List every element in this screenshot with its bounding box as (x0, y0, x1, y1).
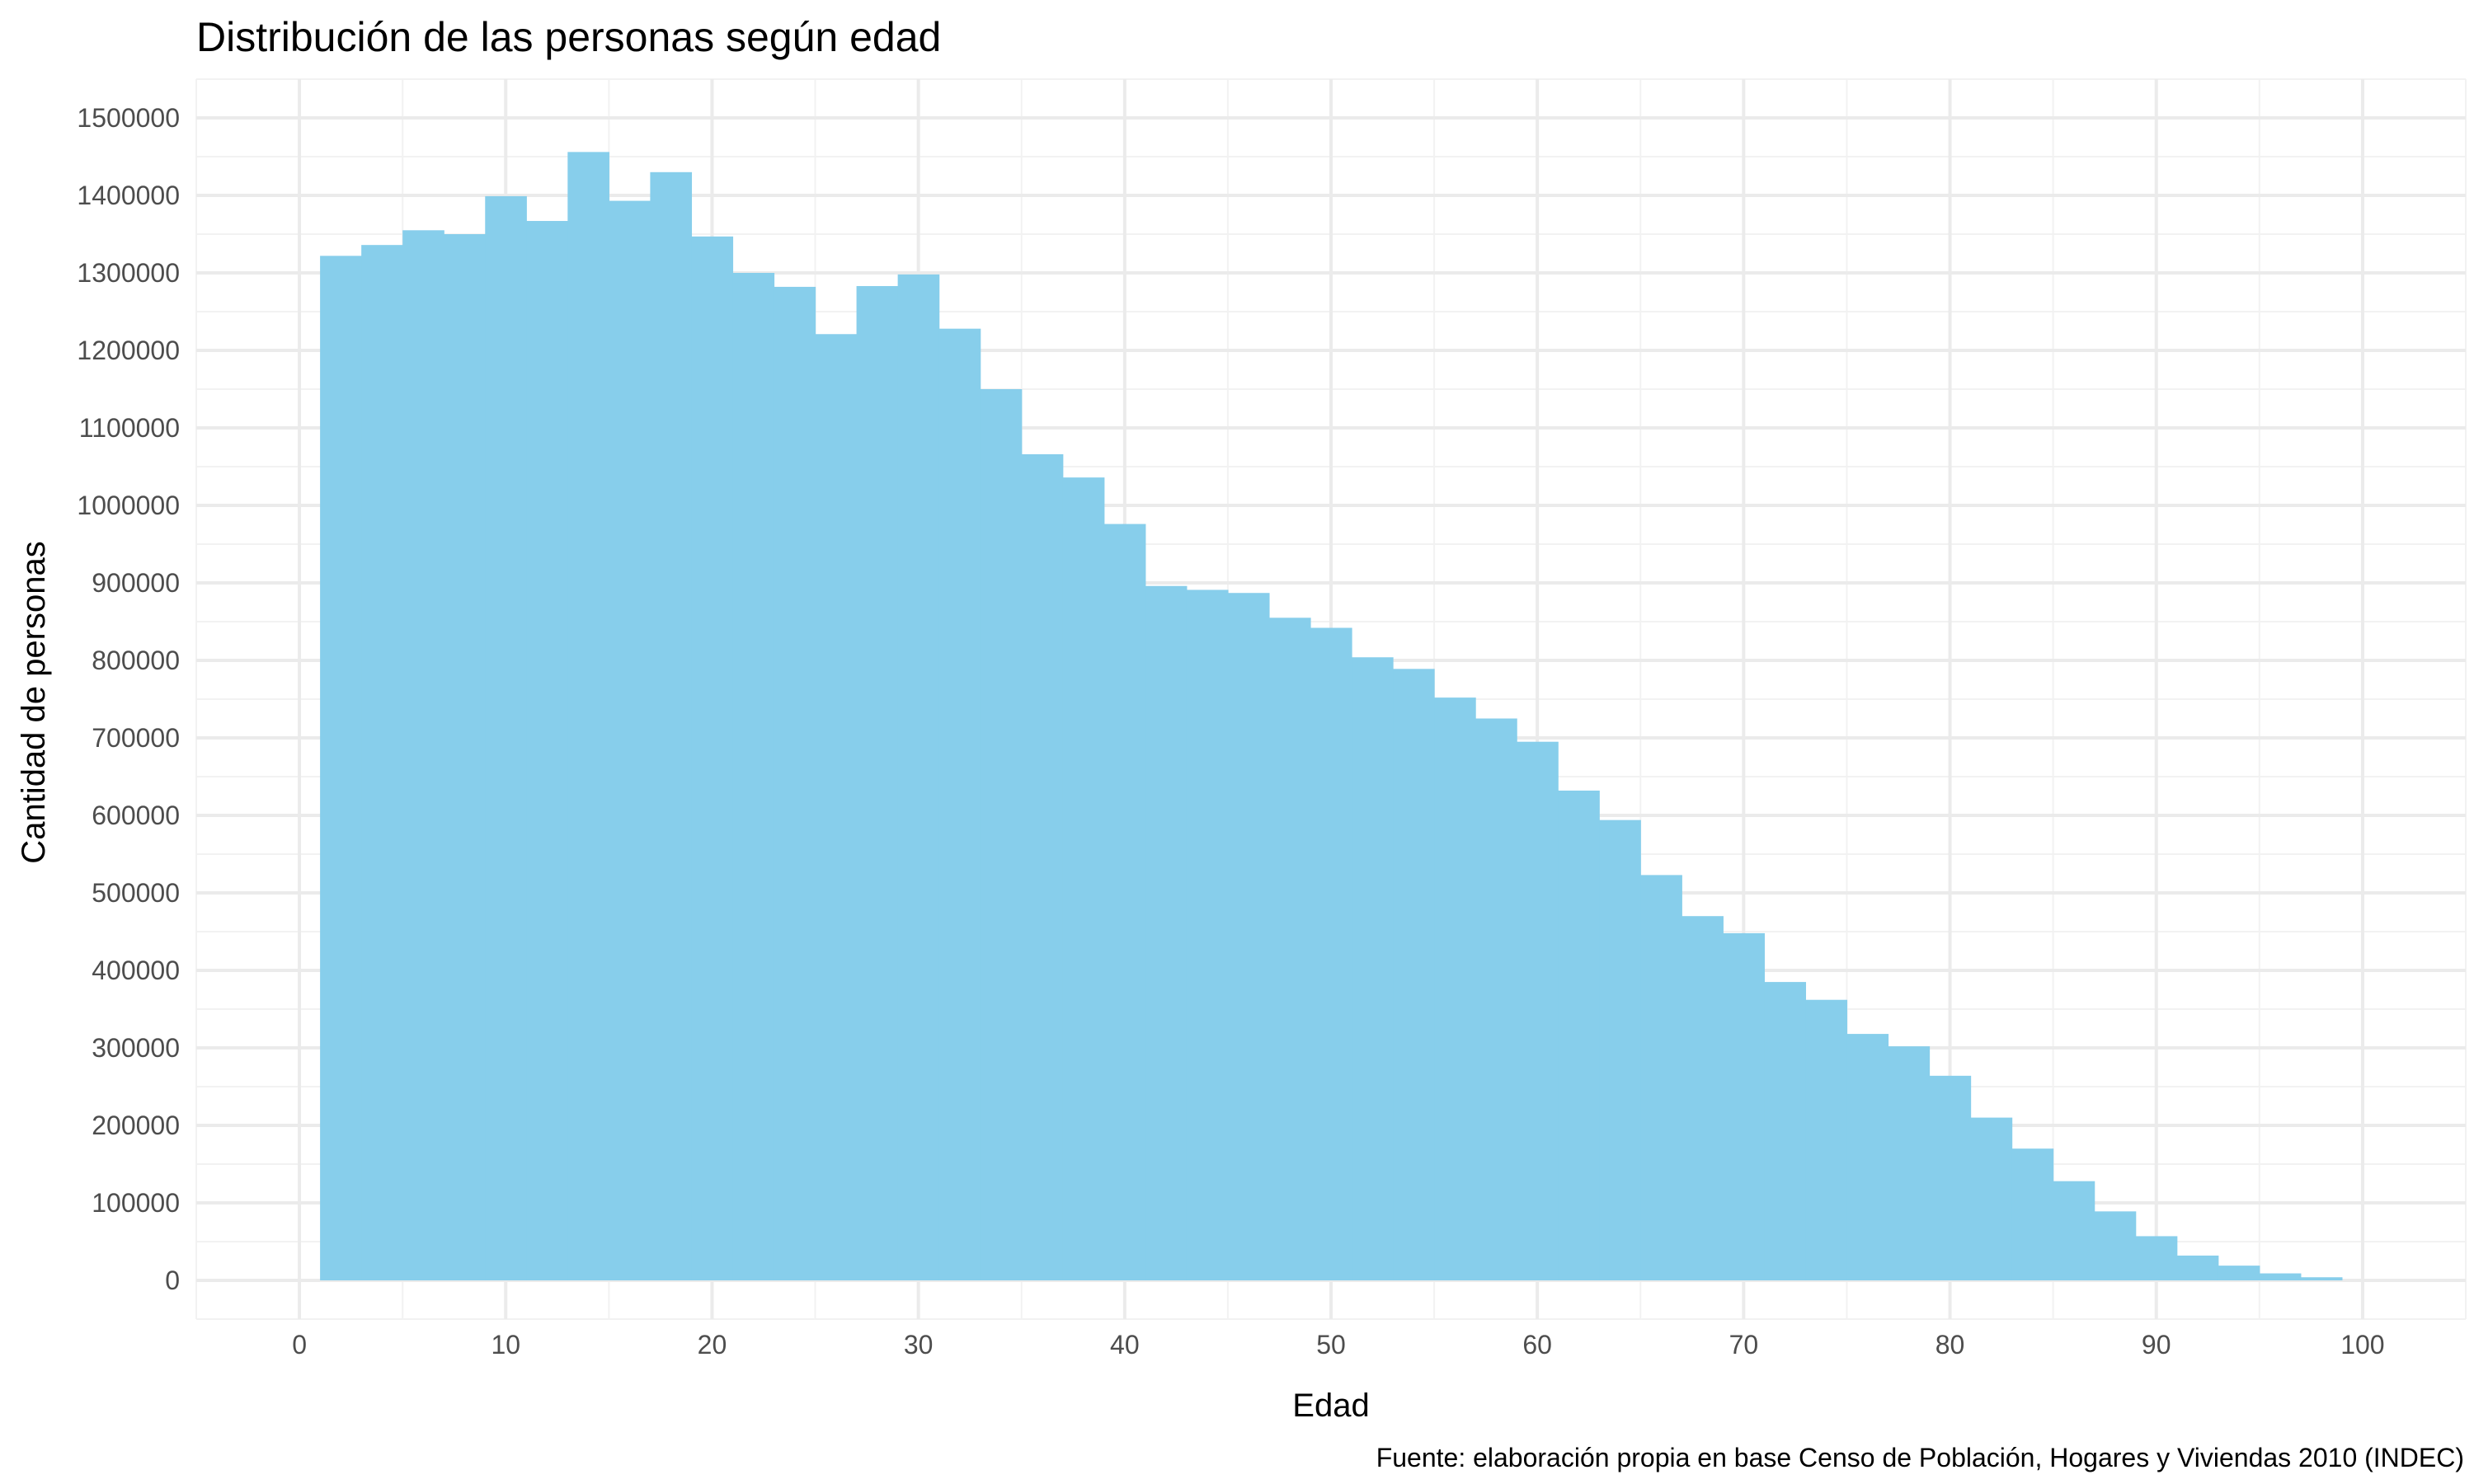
bar-5 (402, 230, 444, 1280)
y-tick-label-1500000: 1500000 (77, 103, 180, 133)
bar-1 (320, 256, 362, 1280)
y-tick-label-0: 0 (165, 1266, 180, 1295)
x-axis-title: Edad (1292, 1388, 1369, 1424)
y-tick-label-700000: 700000 (92, 723, 180, 753)
x-tick-label-20: 20 (698, 1330, 727, 1360)
bar-21 (732, 273, 775, 1280)
x-tick-label-40: 40 (1110, 1330, 1140, 1360)
bar-33 (980, 389, 1023, 1280)
y-tick-label-500000: 500000 (92, 878, 180, 908)
y-tick-label-800000: 800000 (92, 646, 180, 675)
bar-61 (1558, 790, 1600, 1280)
y-tick-label-1200000: 1200000 (77, 336, 180, 365)
bar-59 (1517, 741, 1559, 1280)
bar-75 (1846, 1034, 1889, 1280)
bar-17 (650, 171, 693, 1280)
x-tick-label-60: 60 (1522, 1330, 1552, 1360)
bar-45 (1227, 593, 1270, 1280)
bar-89 (2135, 1236, 2178, 1280)
bar-67 (1681, 916, 1724, 1280)
bar-95 (2259, 1273, 2302, 1280)
bar-49 (1310, 627, 1352, 1280)
bar-53 (1393, 669, 1435, 1280)
bar-47 (1268, 618, 1311, 1280)
y-tick-label-300000: 300000 (92, 1033, 180, 1063)
chart-title: Distribución de las personas según edad (196, 14, 941, 60)
bar-43 (1186, 589, 1229, 1280)
bar-27 (856, 285, 899, 1281)
bar-71 (1764, 982, 1807, 1280)
bar-91 (2176, 1255, 2219, 1280)
y-tick-label-1400000: 1400000 (77, 181, 180, 210)
y-tick-label-600000: 600000 (92, 801, 180, 830)
bar-79 (1929, 1075, 1972, 1280)
bar-69 (1723, 932, 1765, 1280)
bar-77 (1888, 1046, 1931, 1280)
y-axis-title: Cantidad de personas (16, 541, 52, 863)
histogram-bars (320, 152, 2343, 1281)
bar-9 (485, 195, 527, 1281)
x-tick-label-80: 80 (1935, 1330, 1965, 1360)
bar-87 (2094, 1211, 2137, 1280)
y-tick-label-1100000: 1100000 (79, 413, 180, 443)
y-tick-label-400000: 400000 (92, 956, 180, 985)
bar-81 (1970, 1117, 2013, 1280)
bar-55 (1434, 697, 1476, 1280)
bar-39 (1103, 524, 1146, 1280)
bar-15 (609, 200, 651, 1281)
x-tick-label-90: 90 (2142, 1330, 2171, 1360)
x-tick-label-10: 10 (491, 1330, 520, 1360)
y-tick-label-900000: 900000 (92, 568, 180, 598)
y-tick-label-1000000: 1000000 (77, 491, 180, 520)
bar-29 (897, 274, 940, 1280)
x-tick-label-0: 0 (292, 1330, 307, 1360)
x-axis-tick-labels: 0 10 20 30 40 50 60 70 80 90 100 (292, 1330, 2384, 1360)
chart-caption: Fuente: elaboración propia en base Censo… (1376, 1443, 2464, 1472)
bar-93 (2218, 1266, 2260, 1280)
bar-37 (1062, 477, 1105, 1280)
bar-25 (815, 334, 858, 1280)
bar-13 (567, 152, 609, 1281)
bar-97 (2300, 1277, 2343, 1280)
y-tick-label-100000: 100000 (92, 1188, 180, 1218)
bar-73 (1805, 999, 1848, 1280)
bar-3 (361, 245, 403, 1280)
bar-23 (774, 286, 816, 1280)
bar-41 (1145, 585, 1188, 1280)
bar-19 (691, 236, 734, 1280)
bar-11 (526, 221, 568, 1280)
bar-83 (2011, 1148, 2054, 1280)
y-tick-label-200000: 200000 (92, 1111, 180, 1140)
bar-31 (938, 328, 981, 1281)
bar-51 (1352, 657, 1394, 1280)
x-tick-label-70: 70 (1729, 1330, 1759, 1360)
bar-63 (1599, 819, 1641, 1280)
y-axis-tick-labels: 0 100000 200000 300000 400000 500000 600000 700… (77, 103, 180, 1295)
x-tick-label-50: 50 (1316, 1330, 1346, 1360)
x-tick-label-100: 100 (2340, 1330, 2384, 1360)
bar-7 (444, 234, 486, 1280)
bar-57 (1475, 718, 1517, 1280)
x-tick-label-30: 30 (904, 1330, 934, 1360)
bar-35 (1021, 453, 1064, 1280)
bar-65 (1640, 875, 1682, 1280)
bar-85 (2053, 1181, 2095, 1280)
y-tick-label-1300000: 1300000 (77, 258, 180, 288)
